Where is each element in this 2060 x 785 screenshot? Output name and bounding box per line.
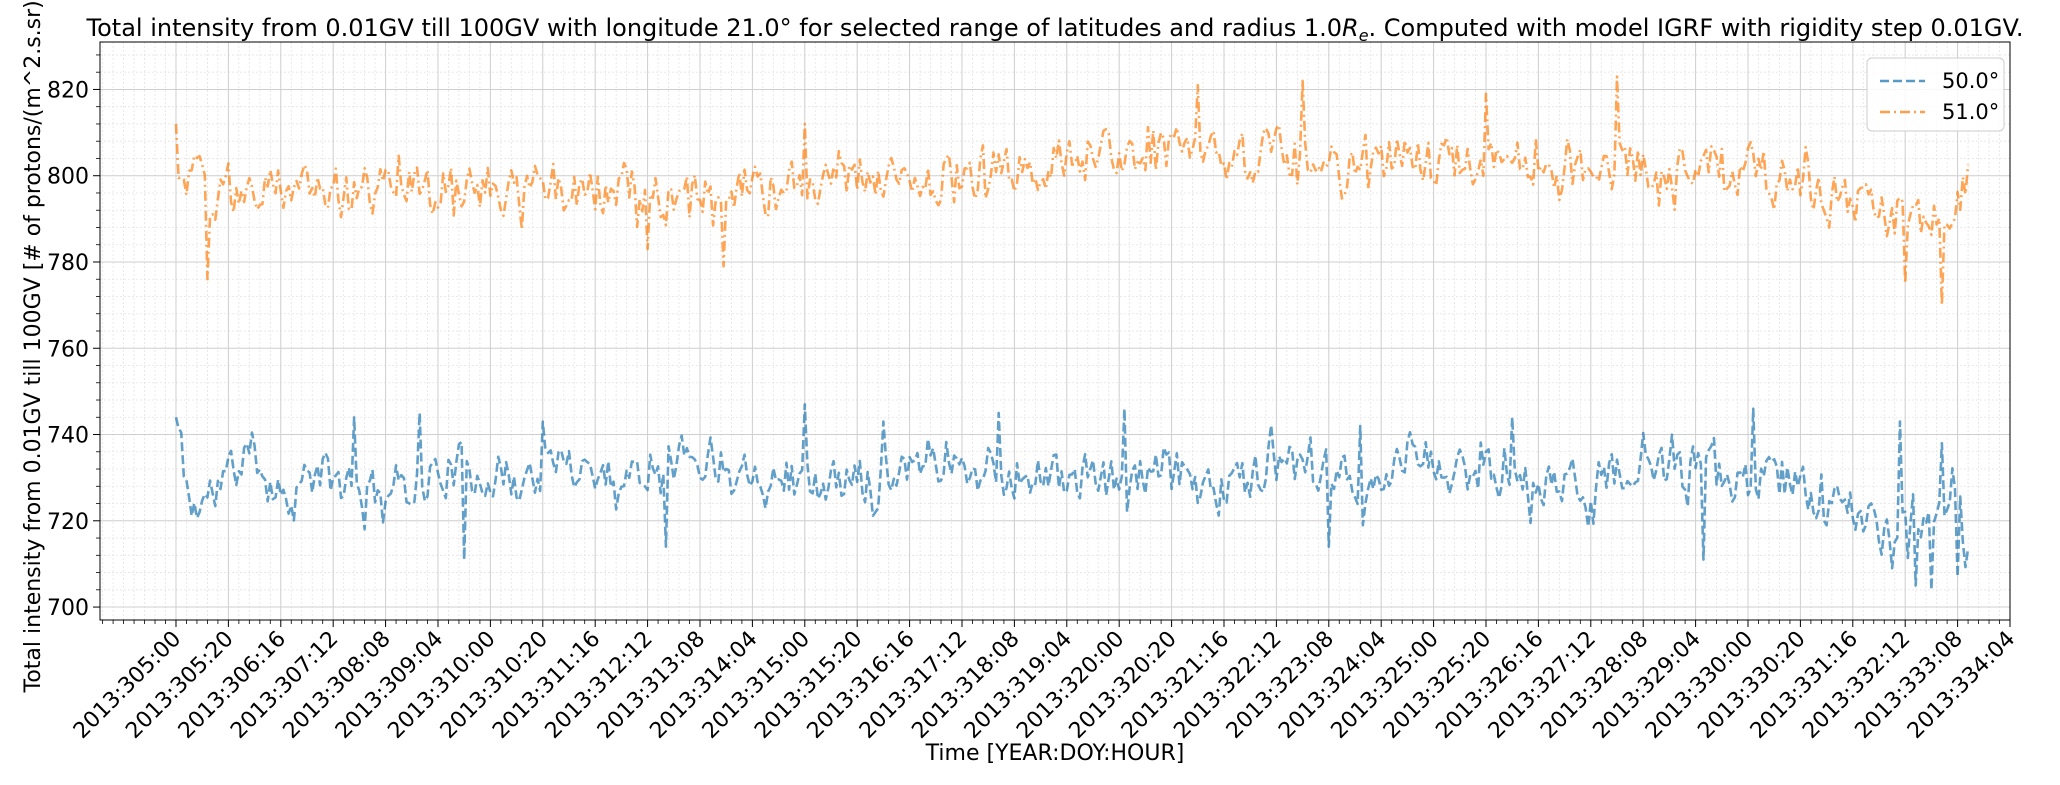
title-subscript: e [1359, 26, 1369, 45]
x-axis-label: Time [YEAR:DOY:HOUR] [925, 741, 1185, 766]
y-tick-label: 700 [47, 596, 89, 621]
plot-frame [99, 41, 2011, 621]
title-r: R [1342, 14, 1359, 42]
legend-label-50: 50.0° [1942, 69, 1999, 93]
y-tick-label: 760 [47, 337, 89, 362]
series-line-1 [174, 75, 1970, 307]
y-axis: 700 720 740 760 780 800 820 [47, 54, 100, 621]
y-tick-label: 780 [47, 251, 89, 276]
series-line-0 [174, 403, 1970, 592]
legend: 50.0° 51.0° [1866, 57, 2005, 132]
title-main: Total intensity from 0.01GV till 100GV w… [86, 14, 1342, 42]
minor-grid [100, 42, 2011, 620]
major-grid [100, 42, 2011, 620]
y-tick-label: 740 [47, 424, 89, 449]
legend-label-51: 51.0° [1942, 100, 1999, 124]
title-rest: . Computed with model IGRF with rigidity… [1369, 14, 2024, 42]
y-tick-label: 820 [47, 78, 89, 103]
y-tick-label: 800 [47, 165, 89, 190]
y-tick-label: 720 [47, 510, 89, 535]
chart-title: Total intensity from 0.01GV till 100GV w… [86, 14, 2024, 45]
y-axis-label: Total intensity from 0.01GV till 100GV [… [21, 0, 46, 693]
x-axis: 2013:305:002013:305:202013:306:162013:30… [69, 620, 2020, 744]
series-layer [174, 75, 1970, 592]
